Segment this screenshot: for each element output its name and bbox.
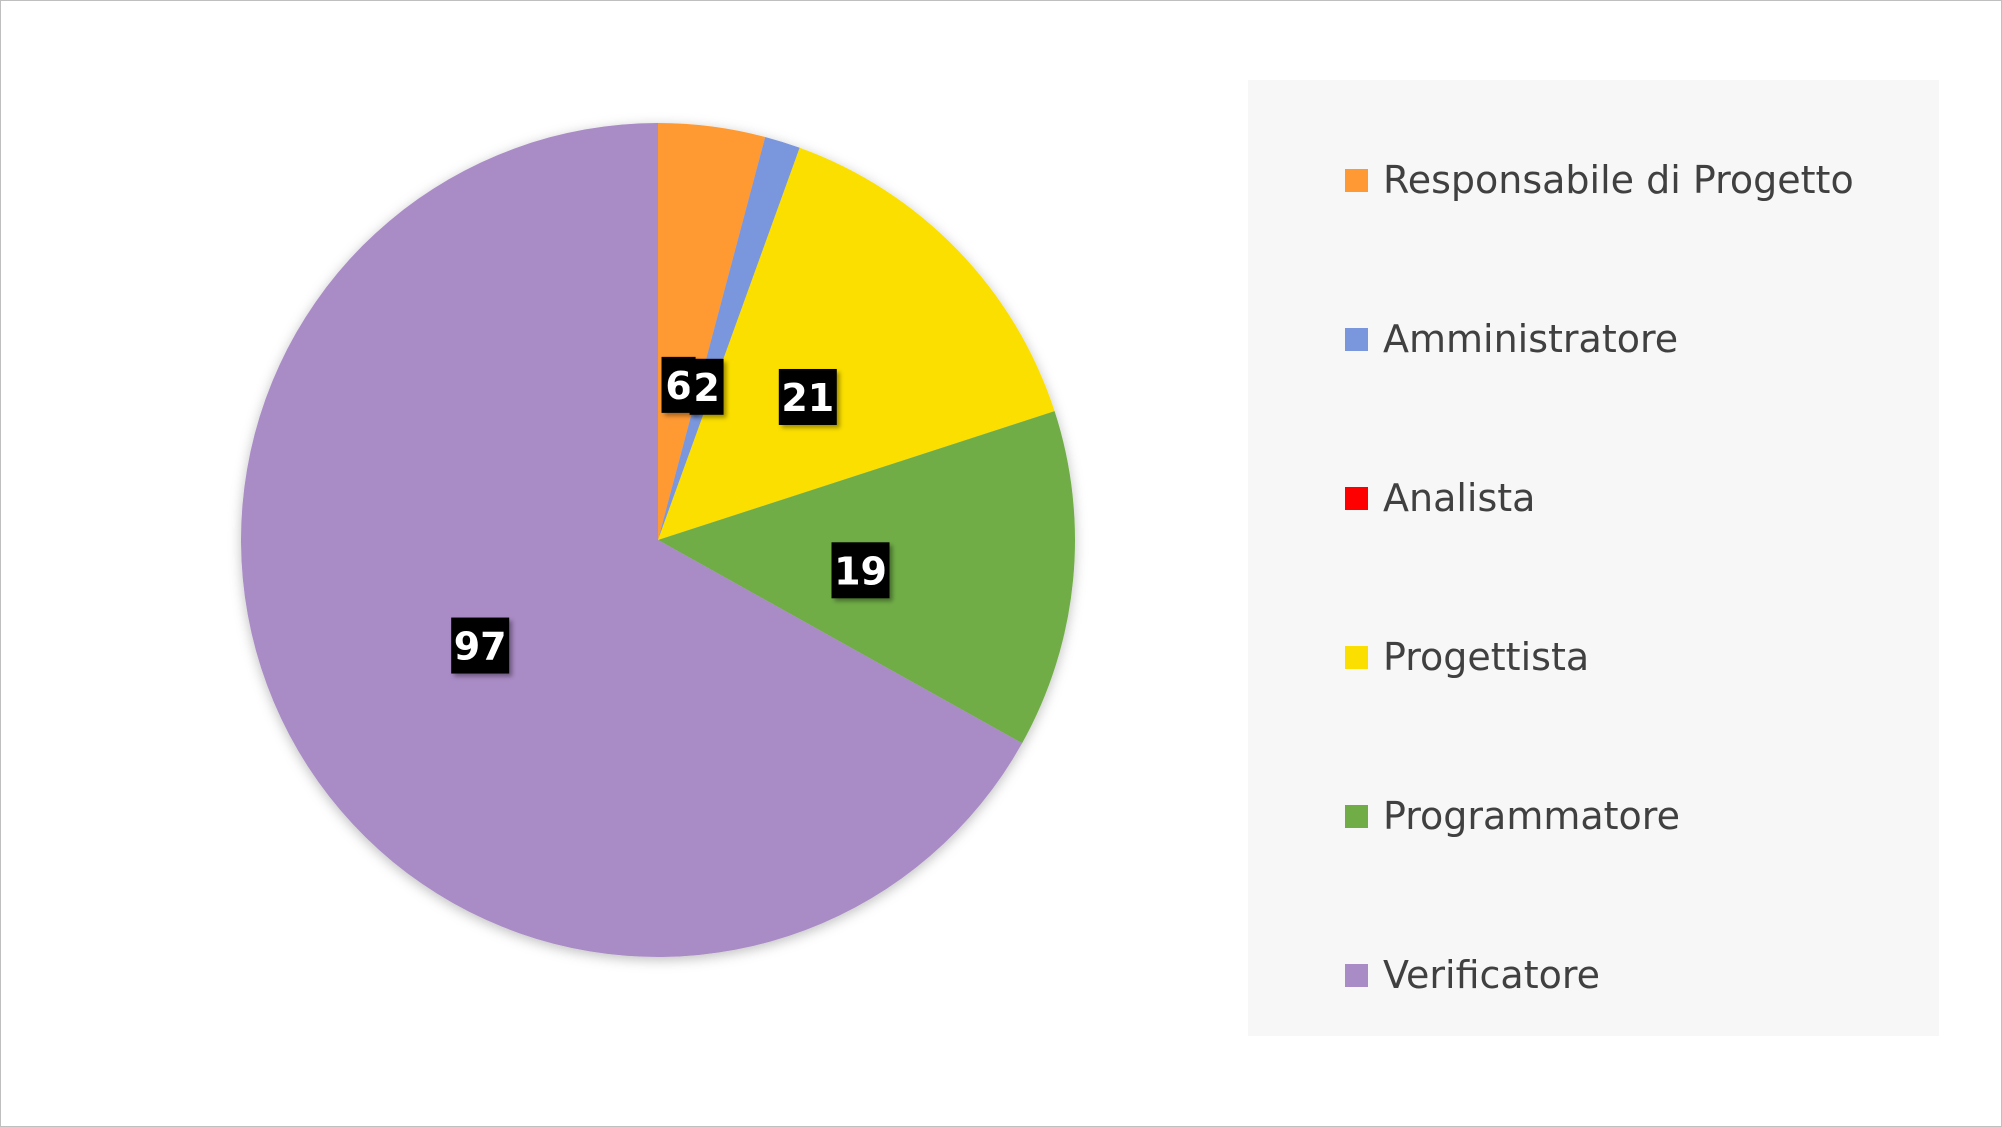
pie-slice-progettista xyxy=(658,147,1055,540)
pie-slice-amministratore xyxy=(658,137,800,541)
legend-swatch-analista xyxy=(1345,486,1368,510)
pie-slices xyxy=(240,123,1075,958)
legend-item-verificatore: Verificatore xyxy=(1345,955,1600,995)
legend-item-responsabile-di-progetto: Responsabile di Progetto xyxy=(1345,160,1854,200)
data-label-text-amministratore: 2 xyxy=(693,366,719,410)
legend-label-amministratore: Amministratore xyxy=(1383,317,1679,361)
data-label-amministratore: 2 xyxy=(689,358,724,415)
pie-slice-verificatore xyxy=(240,123,1023,958)
pie-slice-responsabile-di-progetto xyxy=(658,123,766,540)
pie-data-labels: 6 2 21 19 97 xyxy=(451,356,890,674)
legend-item-progettista: Progettista xyxy=(1345,637,1589,677)
data-label-text-responsabile-di-progetto: 6 xyxy=(665,364,691,408)
legend-label-programmatore: Programmatore xyxy=(1383,794,1680,838)
data-label-text-progettista: 21 xyxy=(781,376,834,420)
legend-swatch-progettista xyxy=(1345,645,1368,669)
data-label-verificatore: 97 xyxy=(451,617,510,674)
data-label-box-progettista xyxy=(778,368,837,425)
data-label-programmatore: 19 xyxy=(831,542,890,599)
legend-label-analista: Analista xyxy=(1383,476,1536,520)
legend-item-amministratore: Amministratore xyxy=(1345,319,1678,359)
data-label-text-verificatore: 97 xyxy=(454,625,507,669)
legend-swatch-programmatore xyxy=(1345,804,1368,828)
legend-item-analista: Analista xyxy=(1345,478,1535,518)
data-label-progettista: 21 xyxy=(778,368,837,425)
legend-swatch-verificatore xyxy=(1345,963,1368,987)
data-label-box-amministratore xyxy=(689,358,724,415)
data-label-box-programmatore xyxy=(831,542,890,599)
legend: Responsabile di Progetto Amministratore … xyxy=(1248,80,1939,1036)
data-label-text-programmatore: 19 xyxy=(834,549,887,593)
legend-swatch-amministratore xyxy=(1345,327,1368,351)
legend-item-programmatore: Programmatore xyxy=(1345,796,1680,836)
legend-label-progettista: Progettista xyxy=(1383,635,1590,679)
legend-swatch-responsabile-di-progetto xyxy=(1345,168,1368,192)
legend-label-verificatore: Verificatore xyxy=(1383,953,1601,997)
legend-label-responsabile-di-progetto: Responsabile di Progetto xyxy=(1383,158,1854,202)
data-label-box-verificatore xyxy=(451,617,510,674)
